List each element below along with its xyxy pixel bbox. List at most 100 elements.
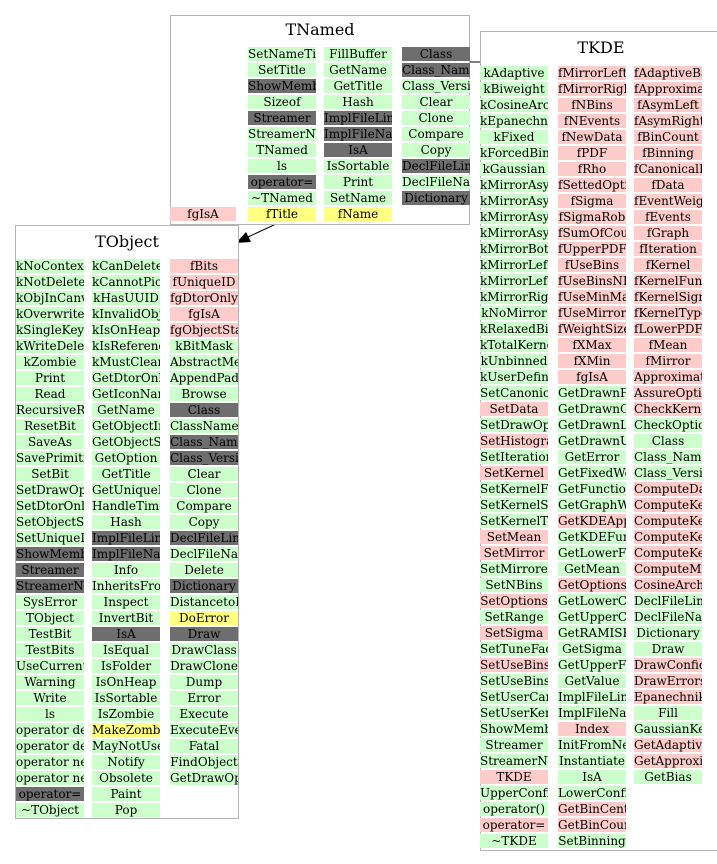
member-cell: GetName [324,63,392,77]
member-cell: IsOnHeap [92,675,160,689]
member-cell: fEvents [634,210,702,224]
member-cell: GetKDEFunction [558,530,626,544]
member-cell: SetName [324,191,392,205]
member-cell: GetSigma [558,642,626,656]
member-cell: fMirrorLeft [558,66,626,80]
member-cell: SetObjectStat [16,515,84,529]
member-cell: SetMean [480,530,548,544]
member-cell: InheritsFrom [92,579,160,593]
member-cell: SetKernelFunction [480,482,548,496]
member-cell: kNoMirror [480,306,548,320]
member-cell: GetTitle [92,467,160,481]
member-cell: kEpanechnikov [480,114,548,128]
member-cell: fKernel [634,258,702,272]
member-cell: fNewData [558,130,626,144]
member-cell: GetMean [558,562,626,576]
member-cell: StreamerNVirtual [16,579,84,593]
member-cell: ComputeKernelSigma2 [634,546,702,560]
member-cell: kTotalKernels [480,338,548,352]
member-cell: Fill [634,706,702,720]
member-cell: GetDrawnGraph [558,402,626,416]
member-cell: SetBinning [558,834,626,848]
member-cell: operator= [480,818,548,832]
member-cell: kZombie [16,355,84,369]
member-cell: fgIsA [170,207,236,221]
member-cell: SaveAs [16,435,84,449]
member-cell: fAsymRight [634,114,702,128]
member-cell: fSigma [558,194,626,208]
member-cell: Class_Version [634,466,702,480]
edge-tnamed-to-tobject-arrowhead [236,232,251,243]
member-cell: ImplFileName [92,547,160,561]
member-cell: Compare [170,499,238,513]
member-cell: Class [634,434,702,448]
member-cell: IsEqual [92,643,160,657]
member-cell: ComputeKernelIntegral [634,498,702,512]
member-cell: Class_Version [402,79,470,93]
member-cell: GaussianKernel [634,722,702,736]
member-cell: Streamer [248,111,316,125]
member-cell: SetMirroredEvents [480,562,548,576]
member-cell: kHasUUID [92,291,160,305]
member-cell: StreamerNVirtual [480,754,548,768]
member-cell: Inspect [92,595,160,609]
member-cell: InvertBit [92,611,160,625]
member-cell: TestBits [16,643,84,657]
member-cell: DeclFileName [170,547,238,561]
member-cell: GetOption [92,451,160,465]
member-cell: kInvalidObject [92,307,160,321]
member-cell: AppendPad [170,371,238,385]
member-cell: InitFromNewData [558,738,626,752]
member-cell: fUseBins [558,258,626,272]
member-cell: Hash [92,515,160,529]
member-cell: kOverwrite [16,307,84,321]
member-cell: Draw [170,627,238,641]
member-cell: Streamer [16,563,84,577]
member-cell: ls [248,159,316,173]
member-cell: Compare [402,127,470,141]
member-cell: SetBit [16,467,84,481]
member-cell: fIteration [634,242,702,256]
member-cell: ImplFileLine [324,111,392,125]
member-cell: fLowerPDF [634,322,702,336]
edge-tnamed-to-tobject [247,223,277,238]
member-cell: fAsymLeft [634,98,702,112]
member-cell: HandleTimer [92,499,160,513]
member-cell: GetDrawnFunction [558,386,626,400]
member-cell: fUseBinsNEvents [558,274,626,288]
member-cell: ClassName [170,419,238,433]
member-cell: DeclFileLine [402,159,470,173]
member-cell: Dictionary [634,626,702,640]
member-cell: IsA [558,770,626,784]
member-cell: fBits [170,259,238,273]
member-cell: GetIconName [92,387,160,401]
member-cell: GetBinCountData [558,818,626,832]
member-cell: UseCurrentStyle [16,659,84,673]
member-cell: fUniqueID [170,275,238,289]
member-cell: Clone [170,483,238,497]
member-cell: fNBins [558,98,626,112]
member-cell: kNotDeleted [16,275,84,289]
member-cell: Warning [16,675,84,689]
member-cell: operator= [16,787,84,801]
member-cell: GetBias [634,770,702,784]
member-cell: GetKDEApproximation [558,514,626,528]
member-cell: operator delete [16,723,84,737]
member-cell: SetDrawOptions [480,418,548,432]
member-cell: GetLowerFunction [558,546,626,560]
member-cell: Dump [170,675,238,689]
member-cell: GetTitle [324,79,392,93]
member-cell: GetObjectInfo [92,419,160,433]
member-cell: ImplFileName [558,706,626,720]
member-cell: kIsReferenced [92,339,160,353]
member-cell: GetUpperFunction [558,658,626,672]
member-cell: kBitMask [170,339,238,353]
member-cell: ~TKDE [480,834,548,848]
member-cell: ResetBit [16,419,84,433]
member-cell: fgDtorOnly [170,291,238,305]
member-cell: fGraph [634,226,702,240]
member-cell: SetTitle [248,63,316,77]
member-cell: TestBit [16,627,84,641]
member-cell: fSumOfCounts [558,226,626,240]
member-cell: GetUpperConfidenceInterval [558,610,626,624]
